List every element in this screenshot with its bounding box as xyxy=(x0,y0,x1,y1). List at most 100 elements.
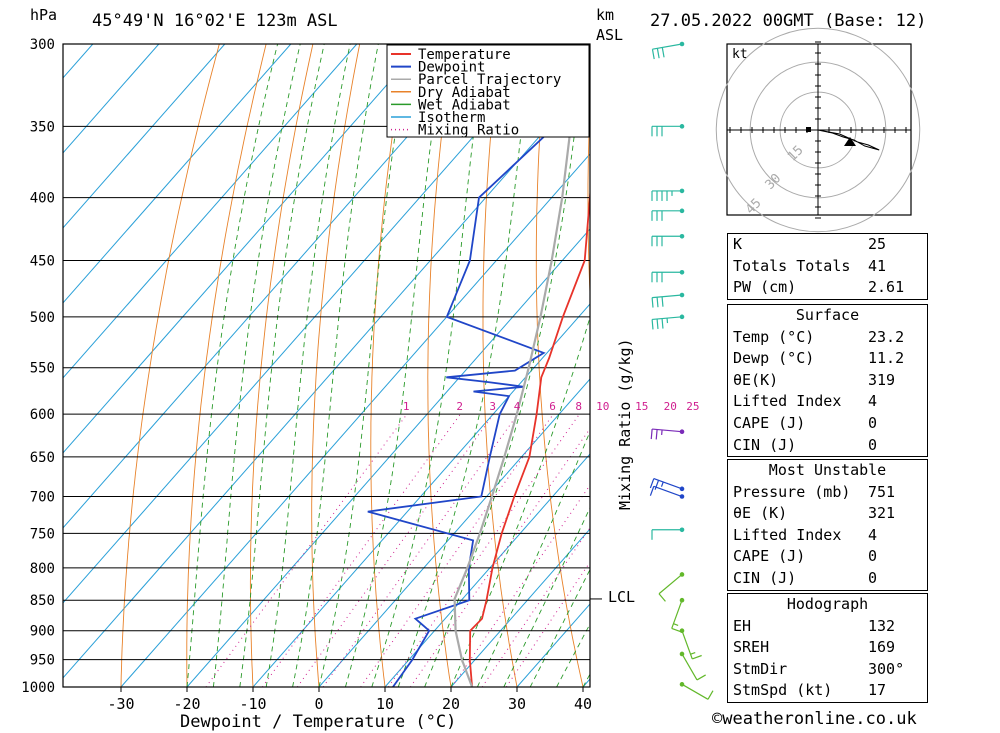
wind-barb-feather xyxy=(707,690,714,700)
hodograph-param-label: StmSpd (kt) xyxy=(733,681,833,700)
wind-barb-dot xyxy=(679,494,685,499)
surface-row: Lifted Index 4 xyxy=(728,391,927,413)
pressure-tick-label: 650 xyxy=(30,450,55,466)
wind-barb-feather xyxy=(651,297,654,308)
mixing-ratio-label: 4 xyxy=(514,400,521,413)
wet-adiabat xyxy=(186,44,279,687)
surface-value: 4 xyxy=(868,392,878,411)
hodograph-param-row: StmSpd (kt) 17 xyxy=(728,680,927,702)
isotherm-line xyxy=(450,528,590,687)
wind-barb-staff xyxy=(681,683,709,700)
index-value: 41 xyxy=(868,256,887,275)
hodograph-param-row: StmDir 300° xyxy=(728,659,927,681)
dry-adiabat xyxy=(311,44,361,687)
hodograph-param-row: SREH 169 xyxy=(728,637,927,659)
wind-barb-dot xyxy=(679,486,685,492)
mixing-ratio-label: 6 xyxy=(549,400,556,413)
series-temperature xyxy=(468,187,590,687)
most-unstable-value: 4 xyxy=(868,525,878,544)
most-unstable-row: CAPE (J) 0 xyxy=(728,546,927,568)
wind-barb-dot xyxy=(679,628,685,634)
dry-adiabat xyxy=(249,44,314,687)
legend-label: Wet Adiabat xyxy=(418,97,511,113)
asl-label: ASL xyxy=(596,26,623,44)
pressure-tick-label: 700 xyxy=(30,490,55,506)
wind-barb-feather xyxy=(692,654,702,660)
surface-row: Temp (°C) 23.2 xyxy=(728,327,927,349)
wind-barb-dot xyxy=(679,208,685,214)
mixing-ratio-label: 15 xyxy=(635,400,648,413)
profile-series xyxy=(367,44,590,687)
index-row: PW (cm) 2.61 xyxy=(728,277,927,299)
wind-barb-feather xyxy=(649,486,655,496)
isotherm-line xyxy=(63,78,590,679)
most-unstable-title: Most Unstable xyxy=(768,461,887,479)
wind-barb-dot xyxy=(679,314,685,320)
isotherm-line xyxy=(63,44,556,604)
dry-adiabat xyxy=(535,44,584,687)
isotherm-line xyxy=(63,44,160,154)
wind-barb-dot xyxy=(679,527,685,533)
wet-adiabat xyxy=(265,44,351,687)
most-unstable-row: Pressure (mb) 751 xyxy=(728,482,927,504)
wind-barb-feather xyxy=(696,674,706,681)
plot-frame xyxy=(62,43,591,688)
pressure-tick-label: 850 xyxy=(30,593,55,609)
surface-label: Dewp (°C) xyxy=(733,349,815,368)
wet-adiabat xyxy=(318,44,411,687)
series-dewpoint xyxy=(367,98,590,687)
dry-adiabat xyxy=(968,44,1000,687)
index-value: 25 xyxy=(868,235,887,253)
pressure-tick-label: 800 xyxy=(30,561,55,577)
most-unstable-label: Pressure (mb) xyxy=(733,482,851,501)
pressure-tick-label: 550 xyxy=(30,361,55,377)
mixing-ratio-line xyxy=(296,413,494,687)
isotherm-line xyxy=(63,44,292,304)
wind-barb-staff xyxy=(652,294,683,299)
surface-panel: Surface Temp (°C) 23.2 Dewp (°C) 11.2 θE(K) 3… xyxy=(727,304,928,458)
wind-barbs xyxy=(649,41,714,700)
hodograph-ring xyxy=(715,27,921,233)
wind-barb-feather xyxy=(655,429,658,440)
pressure-tick-label: 600 xyxy=(30,407,55,423)
wet-adiabat xyxy=(503,506,590,687)
isotherm-line xyxy=(63,44,424,454)
hodograph-param-label: EH xyxy=(733,616,752,635)
wind-barb-dot xyxy=(679,233,685,239)
wind-barb-dot xyxy=(679,292,685,298)
copyright-footer[interactable]: ©weatheronline.co.uk xyxy=(712,709,917,729)
isotherm-line xyxy=(318,378,590,687)
pressure-tick-label: 500 xyxy=(30,310,55,326)
most-unstable-value: 321 xyxy=(868,504,896,523)
surface-value: 0 xyxy=(868,413,878,432)
most-unstable-value: 0 xyxy=(868,568,878,587)
dry-adiabat xyxy=(186,44,267,687)
wind-barb-feather xyxy=(661,47,665,58)
hodograph-param-row: EH 132 xyxy=(728,616,927,638)
x-tick-label: -20 xyxy=(173,695,200,713)
dry-adiabat xyxy=(120,44,220,687)
km-label: km xyxy=(596,6,614,24)
hodograph-param-value: 17 xyxy=(868,681,887,700)
most-unstable-value: 751 xyxy=(868,482,896,501)
legend-label: Temperature xyxy=(418,47,511,63)
hodograph-param-label: SREH xyxy=(733,638,770,657)
x-tick-label: 10 xyxy=(376,695,394,713)
surface-value: 0 xyxy=(868,435,878,454)
hodograph-table-title: Hodograph xyxy=(786,595,869,613)
most-unstable-row: CIN (J) 0 xyxy=(728,568,927,590)
wet-adiabat xyxy=(424,44,586,687)
surface-label: CAPE (J) xyxy=(733,413,806,432)
hodograph-start-marker xyxy=(806,127,811,132)
pressure-tick-label: 950 xyxy=(30,653,55,669)
wind-barb-feather xyxy=(658,593,666,602)
hodograph-param-value: 300° xyxy=(868,659,905,678)
x-tick-label: 30 xyxy=(508,695,526,713)
axes: 1 2 3 4 6 8 10 15 20 2530035040045050055060065070… xyxy=(21,37,699,713)
most-unstable-label: Lifted Index xyxy=(733,525,842,544)
wind-barb-feather xyxy=(651,319,654,330)
wind-barb-staff xyxy=(658,574,683,595)
wind-barb-half-feather xyxy=(690,651,696,655)
surface-value: 23.2 xyxy=(868,327,905,346)
